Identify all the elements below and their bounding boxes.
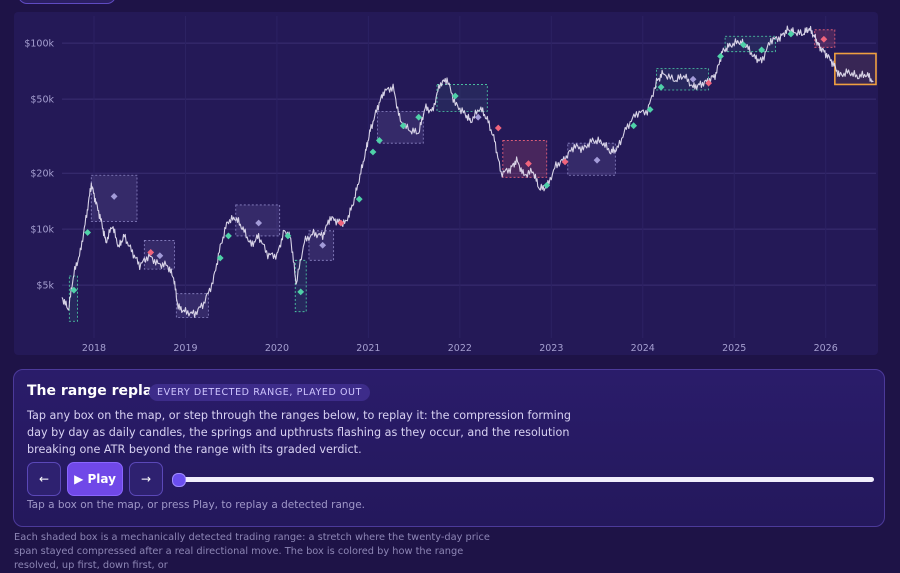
event-marker[interactable] xyxy=(646,106,654,113)
range-box[interactable] xyxy=(502,140,548,178)
slider-thumb[interactable] xyxy=(172,473,186,487)
event-marker[interactable] xyxy=(84,229,92,236)
x-tick-label: 2022 xyxy=(448,343,472,354)
footnote: Each shaded box is a mechanically detect… xyxy=(14,532,490,571)
event-marker[interactable] xyxy=(110,193,118,200)
event-marker[interactable] xyxy=(758,46,766,54)
arrow-left-icon: ← xyxy=(38,472,50,486)
event-marker[interactable] xyxy=(284,232,292,240)
range-map-chart[interactable]: $5k $10k $20k $50k $100k 2018 2019 2020 2021 2022… xyxy=(14,12,878,355)
y-tick-label: $50k xyxy=(30,95,54,106)
y-tick-label: $100k xyxy=(24,39,54,50)
x-tick-label: 2020 xyxy=(265,343,289,354)
x-tick-label: 2021 xyxy=(356,343,380,354)
event-marker[interactable] xyxy=(739,41,747,49)
x-tick-label: 2024 xyxy=(631,343,655,354)
x-tick-label: 2018 xyxy=(82,343,106,354)
event-marker[interactable] xyxy=(147,249,155,256)
previous-range-button[interactable]: ← xyxy=(27,462,61,496)
x-tick-label: 2019 xyxy=(173,343,197,354)
range-box[interactable] xyxy=(235,204,281,237)
panel-badge: EVERY DETECTED RANGE, PLAYED OUT xyxy=(149,384,371,401)
event-marker[interactable] xyxy=(255,219,263,227)
event-marker[interactable] xyxy=(717,52,724,60)
chart-canvas[interactable]: $5k $10k $20k $50k $100k 2018 2019 2020 2021 2022… xyxy=(14,12,878,355)
x-tick-label: 2025 xyxy=(722,343,746,354)
range-box[interactable] xyxy=(68,275,78,322)
event-marker[interactable] xyxy=(543,181,551,189)
next-range-button[interactable]: → xyxy=(129,462,163,496)
event-marker[interactable] xyxy=(689,75,697,83)
event-marker[interactable] xyxy=(705,79,713,87)
event-marker[interactable] xyxy=(561,158,569,166)
event-marker[interactable] xyxy=(593,156,601,164)
event-marker[interactable] xyxy=(355,195,363,203)
event-marker[interactable] xyxy=(297,288,305,296)
play-button[interactable]: ▶ Play xyxy=(67,462,123,496)
range-replay-panel: The range replay EVERY DETECTED RANGE, P… xyxy=(13,369,885,527)
event-marker[interactable] xyxy=(494,124,502,132)
range-box[interactable] xyxy=(294,259,307,313)
event-marker[interactable] xyxy=(525,160,532,168)
x-tick-label: 2026 xyxy=(814,343,838,354)
play-button-label: ▶ Play xyxy=(74,472,116,486)
top-tab-pill[interactable] xyxy=(18,0,116,4)
arrow-right-icon: → xyxy=(140,472,152,486)
slider-track[interactable] xyxy=(174,477,874,482)
replay-progress-slider[interactable] xyxy=(172,473,874,487)
panel-hint: Tap a box on the map, or press Play, to … xyxy=(27,499,366,511)
event-marker[interactable] xyxy=(474,113,482,121)
range-box[interactable] xyxy=(834,52,877,86)
y-tick-label: $10k xyxy=(30,225,54,236)
event-marker[interactable] xyxy=(337,219,345,227)
event-marker[interactable] xyxy=(415,113,423,121)
x-tick-label: 2023 xyxy=(539,343,563,354)
panel-title: The range replay xyxy=(27,383,161,399)
event-marker[interactable] xyxy=(156,252,164,260)
event-marker[interactable] xyxy=(657,83,665,91)
y-tick-label: $20k xyxy=(30,169,54,180)
event-marker[interactable] xyxy=(375,137,383,144)
event-marker[interactable] xyxy=(820,35,828,43)
y-tick-label: $5k xyxy=(36,281,54,292)
range-box[interactable] xyxy=(436,84,488,112)
event-marker[interactable] xyxy=(630,122,638,130)
event-marker[interactable] xyxy=(787,30,795,38)
event-marker[interactable] xyxy=(399,122,407,130)
panel-description: Tap any box on the map, or step through … xyxy=(27,409,571,456)
price-line xyxy=(61,25,874,318)
event-marker[interactable] xyxy=(369,148,377,156)
event-marker[interactable] xyxy=(70,286,78,294)
event-marker[interactable] xyxy=(451,92,459,100)
event-marker[interactable] xyxy=(216,254,224,262)
event-marker[interactable] xyxy=(319,241,327,249)
event-marker[interactable] xyxy=(225,232,232,240)
